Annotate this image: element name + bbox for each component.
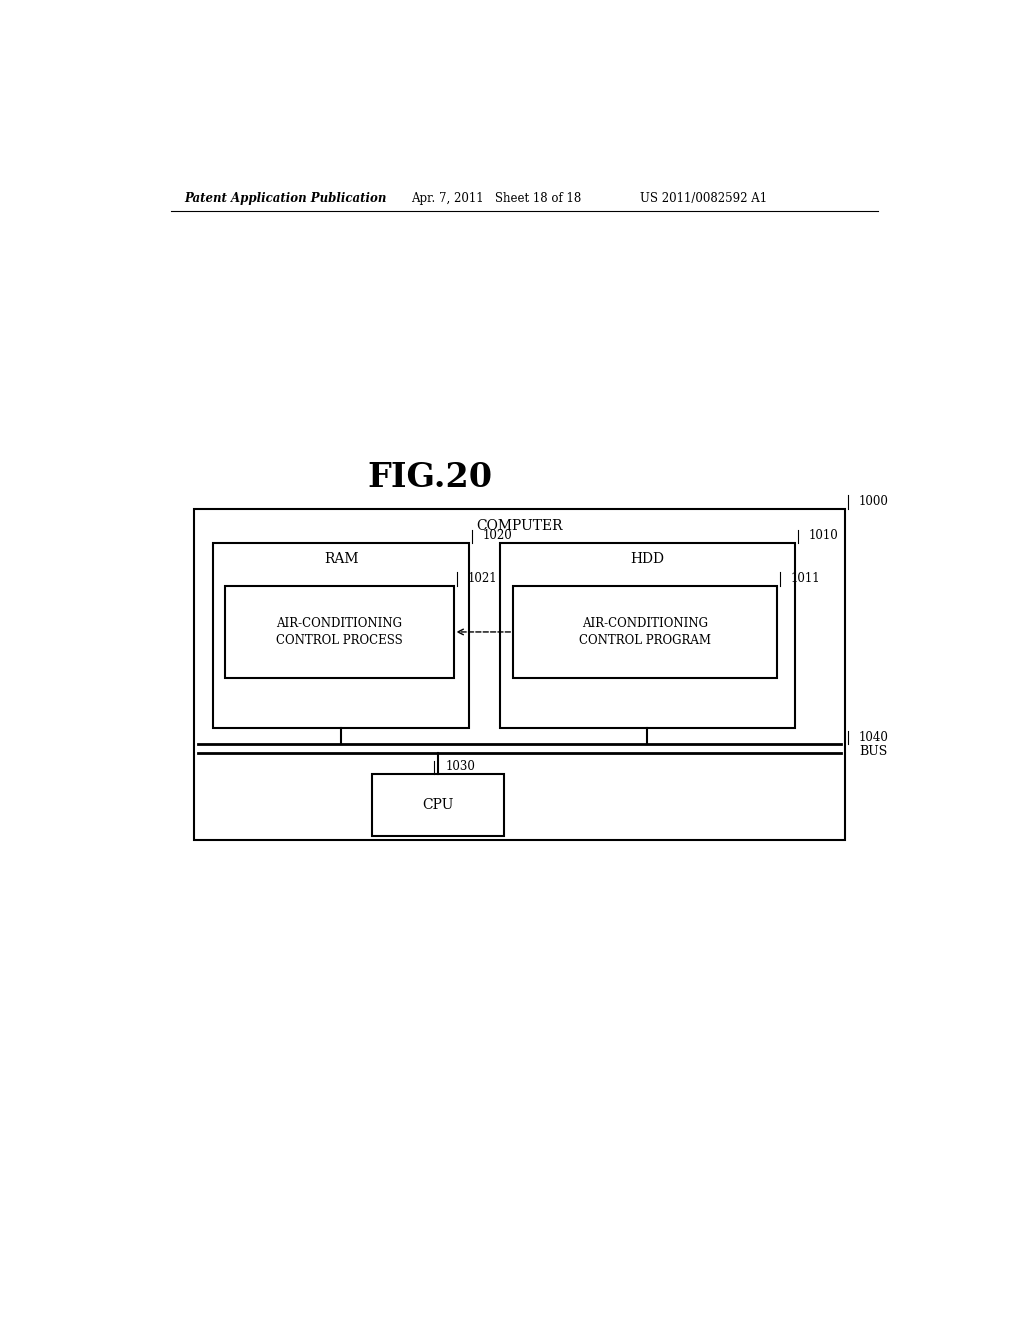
Text: 1020: 1020 <box>483 529 513 543</box>
Text: Patent Application Publication: Patent Application Publication <box>183 191 386 205</box>
Text: CPU: CPU <box>422 799 454 812</box>
Text: 1021: 1021 <box>467 572 497 585</box>
Bar <box>225 586 454 678</box>
Text: BUS: BUS <box>859 744 887 758</box>
Bar <box>500 544 795 729</box>
Text: 1010: 1010 <box>809 529 839 543</box>
Bar <box>194 508 845 840</box>
Text: 1000: 1000 <box>859 495 889 508</box>
Text: 1040: 1040 <box>859 731 889 744</box>
Text: COMPUTER: COMPUTER <box>476 519 562 533</box>
Text: 1011: 1011 <box>791 572 820 585</box>
Text: FIG.20: FIG.20 <box>368 462 493 495</box>
Bar <box>213 544 469 729</box>
Text: AIR-CONDITIONING
CONTROL PROGRAM: AIR-CONDITIONING CONTROL PROGRAM <box>579 616 711 647</box>
Text: Apr. 7, 2011   Sheet 18 of 18: Apr. 7, 2011 Sheet 18 of 18 <box>411 191 582 205</box>
Text: 1030: 1030 <box>445 760 475 774</box>
Text: RAM: RAM <box>324 552 358 566</box>
Text: US 2011/0082592 A1: US 2011/0082592 A1 <box>640 191 767 205</box>
Bar <box>513 586 776 678</box>
Bar <box>372 775 504 836</box>
Text: HDD: HDD <box>630 552 665 566</box>
Text: AIR-CONDITIONING
CONTROL PROCESS: AIR-CONDITIONING CONTROL PROCESS <box>275 616 402 647</box>
